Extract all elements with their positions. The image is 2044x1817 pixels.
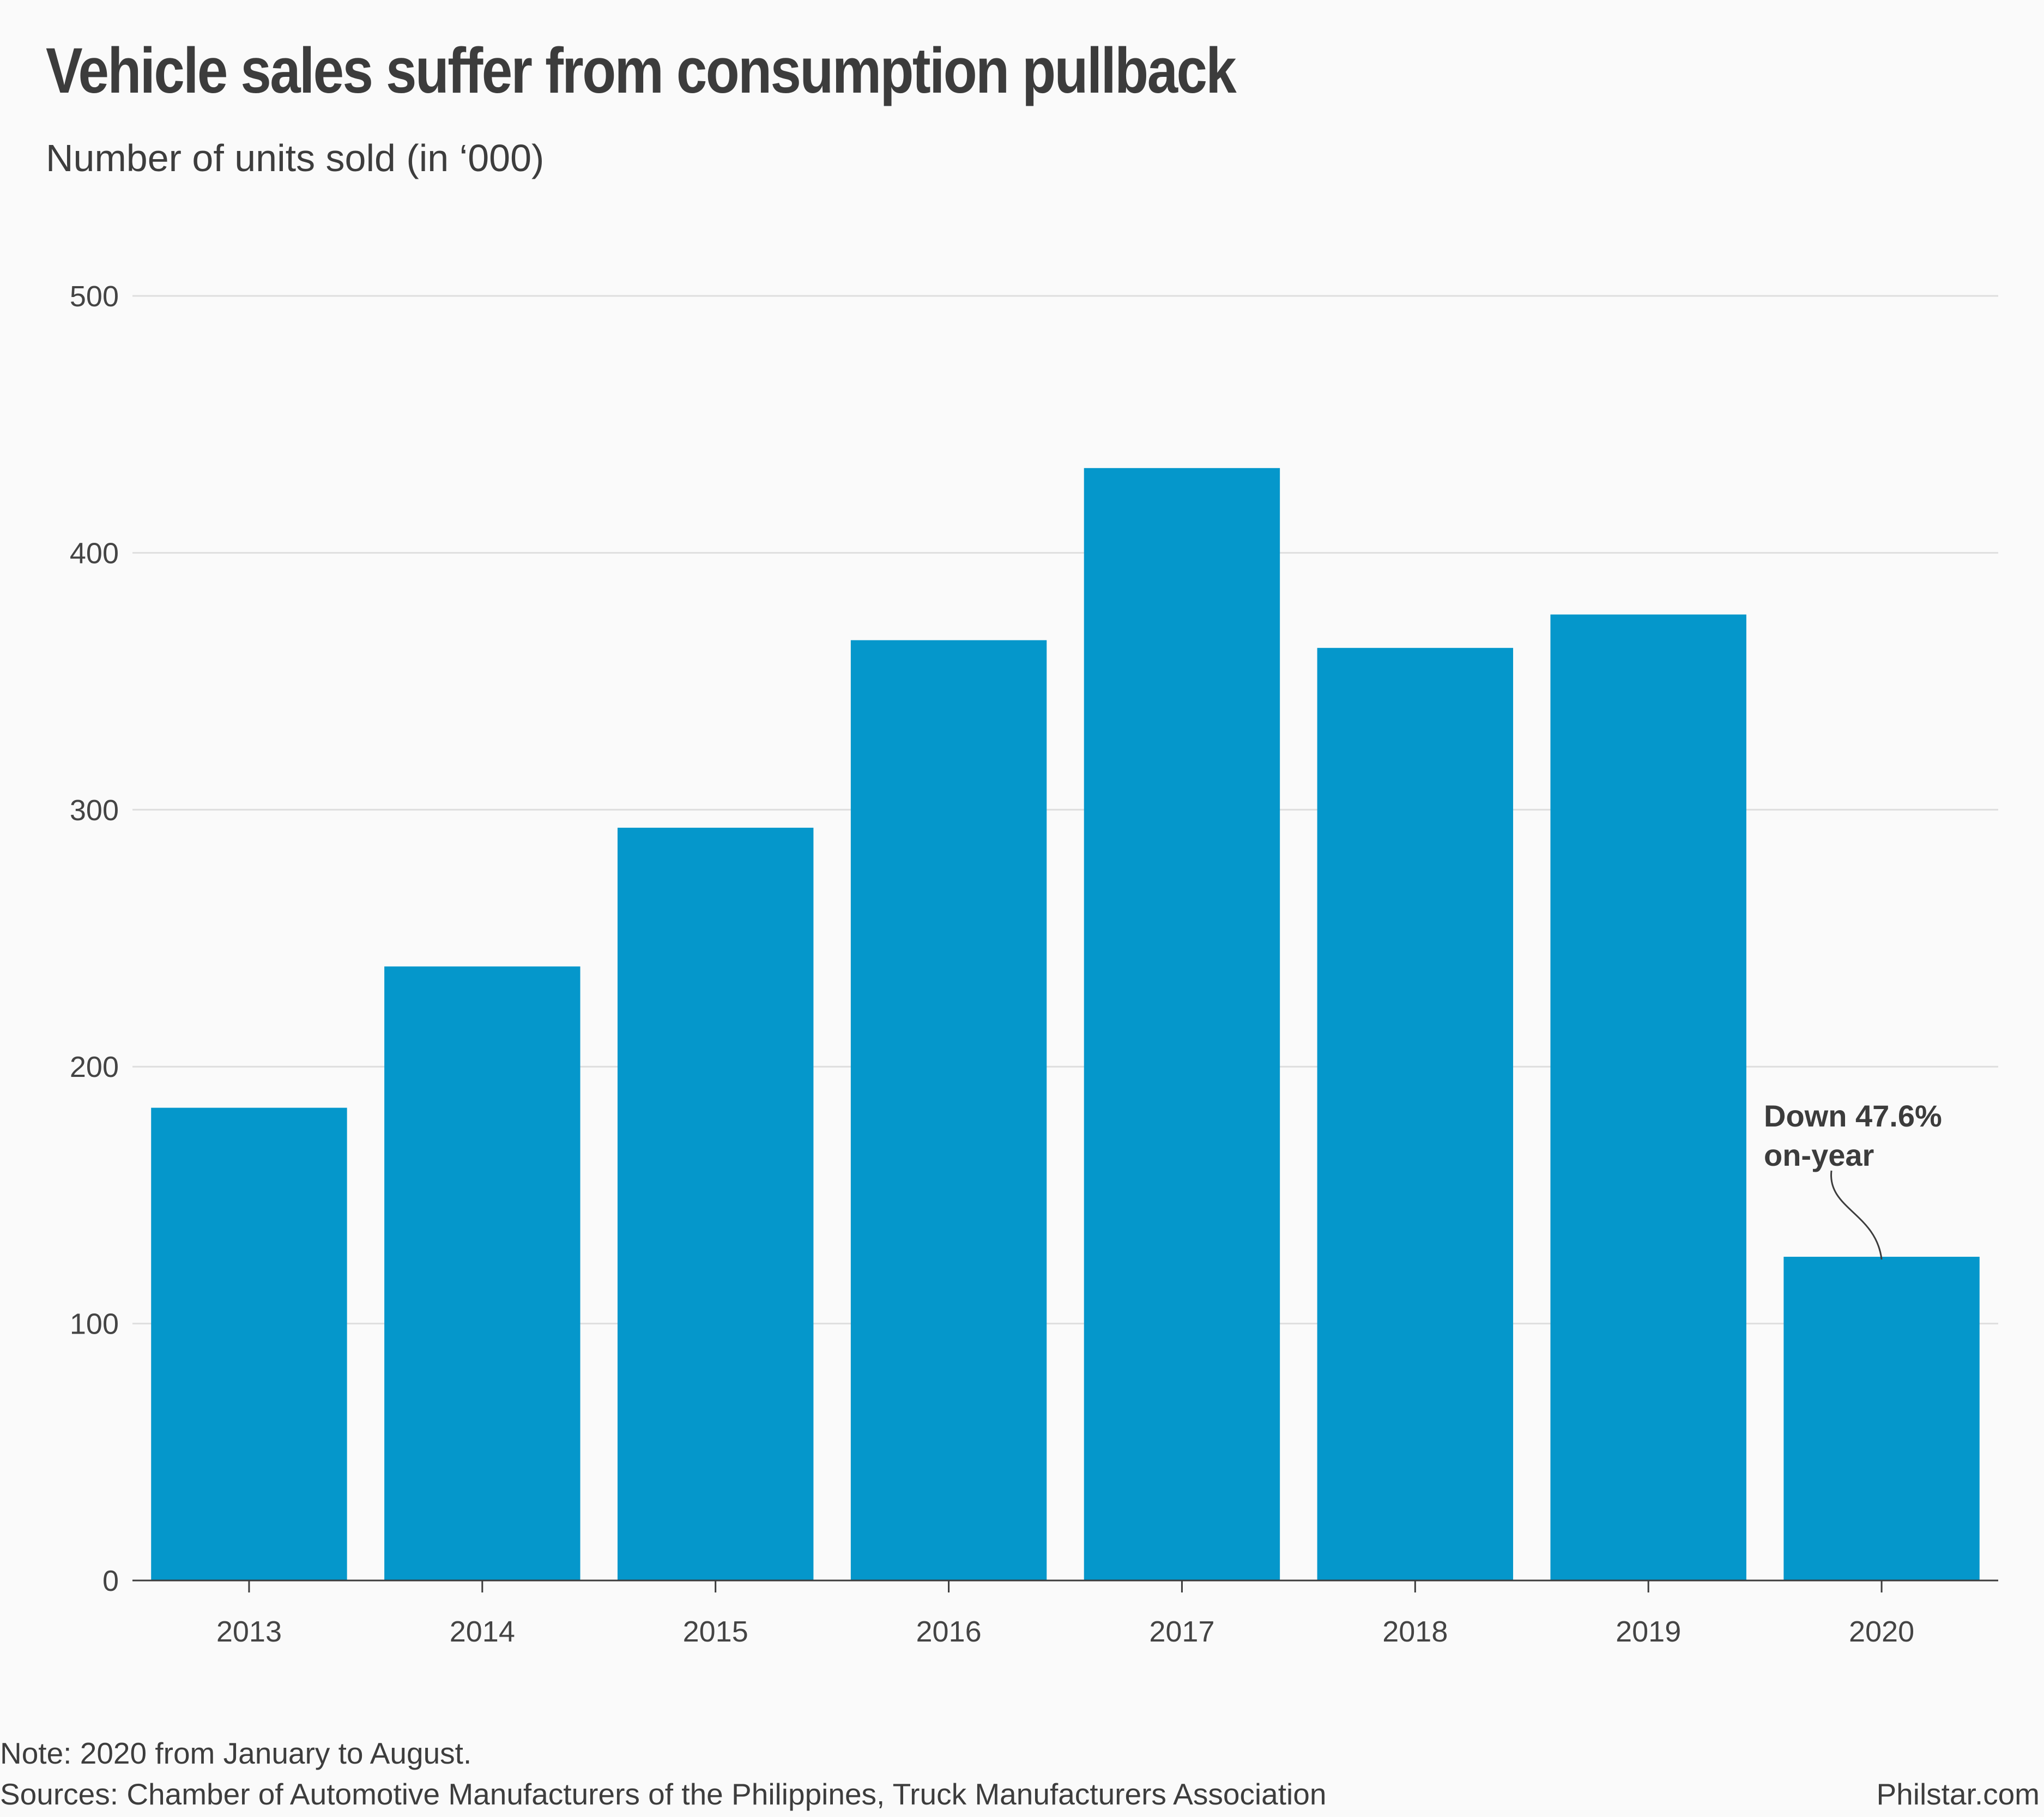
chart-title: Vehicle sales suffer from consumption pu… (46, 35, 1237, 107)
y-tick-label: 200 (70, 1051, 119, 1083)
chart-note: Note: 2020 from January to August. (0, 1736, 472, 1770)
y-tick-label: 500 (70, 280, 119, 313)
brand-credit: Philstar.com (1876, 1777, 2040, 1811)
annotation-line-1: Down 47.6% (1764, 1099, 1942, 1133)
bar-2013 (151, 1107, 347, 1580)
chart-subtitle: Number of units sold (in ‘000) (46, 137, 545, 179)
annotation-line-2: on-year (1764, 1138, 1874, 1172)
x-axis-labels: 2013 2014 2015 2016 2017 2018 2019 2020 (216, 1615, 1914, 1648)
bar-2015 (617, 827, 814, 1580)
bars (151, 468, 1980, 1580)
annotation-text: Down 47.6% on-year (1764, 1097, 1942, 1175)
x-axis (132, 1579, 1998, 1592)
x-tick-label: 2018 (1382, 1615, 1448, 1648)
x-tick-label: 2017 (1149, 1615, 1214, 1648)
y-tick-label: 400 (70, 537, 119, 570)
bar-2016 (850, 640, 1047, 1580)
x-tick-label: 2020 (1849, 1615, 1914, 1648)
annotation-connector (1830, 1170, 1883, 1260)
x-tick-label: 2015 (683, 1615, 748, 1648)
x-tick-label: 2014 (450, 1615, 515, 1648)
y-tick-label: 0 (102, 1565, 119, 1597)
x-tick-label: 2013 (216, 1615, 282, 1648)
y-tick-label: 300 (70, 794, 119, 827)
x-tick-label: 2016 (916, 1615, 981, 1648)
bar-2019 (1550, 614, 1746, 1580)
y-tick-label: 100 (70, 1308, 119, 1341)
bar-2018 (1317, 647, 1514, 1580)
bar-2017 (1084, 468, 1280, 1580)
bar-2020 (1783, 1257, 1980, 1580)
bar-2014 (384, 966, 580, 1580)
chart-sources: Sources: Chamber of Automotive Manufactu… (0, 1777, 1327, 1811)
y-axis-labels: 0 100 200 300 400 500 (70, 280, 119, 1597)
x-tick-label: 2019 (1616, 1615, 1681, 1648)
